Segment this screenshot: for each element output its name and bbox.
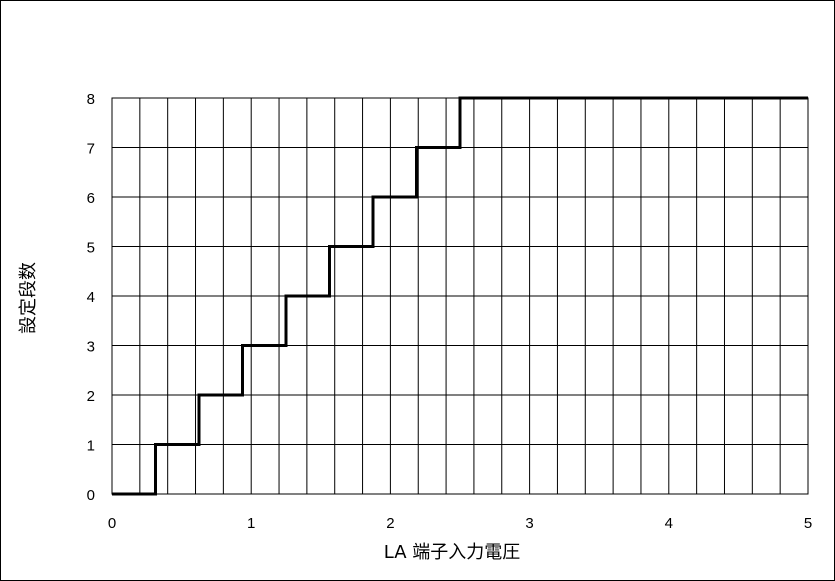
y-tick-label: 7	[87, 141, 95, 158]
x-axis-label: LA 端子入力電圧	[384, 542, 520, 563]
x-tick-label: 3	[525, 515, 533, 532]
y-tick-label: 0	[87, 487, 95, 504]
x-tick-labels: 0 1 2 3 4 5	[108, 515, 812, 532]
y-tick-label: 6	[87, 190, 95, 207]
y-tick-label: 3	[87, 339, 95, 356]
y-tick-label: 8	[87, 91, 95, 108]
y-tick-label: 4	[87, 289, 95, 306]
x-tick-label: 5	[804, 515, 812, 532]
x-tick-label: 4	[665, 515, 673, 532]
grid	[112, 97, 808, 494]
y-tick-label: 1	[87, 438, 95, 455]
step-series-line	[112, 96, 808, 496]
y-tick-label: 2	[87, 388, 95, 405]
y-axis-label: 設定段数	[18, 262, 39, 334]
y-tick-labels: 0 1 2 3 4 5 6 7 8	[87, 91, 95, 504]
x-tick-label: 1	[247, 515, 255, 532]
y-tick-label: 5	[87, 240, 95, 257]
x-tick-label: 0	[108, 515, 116, 532]
x-tick-label: 2	[386, 515, 394, 532]
